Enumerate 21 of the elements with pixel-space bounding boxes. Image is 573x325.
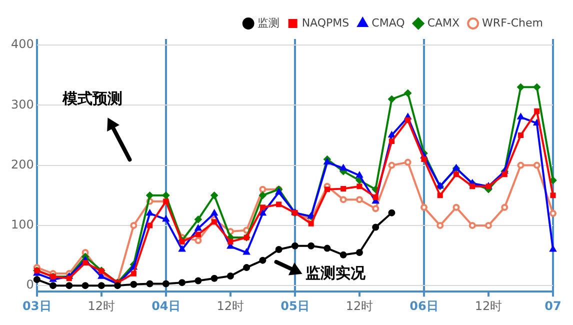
legend-label: CMAQ (372, 16, 406, 30)
y-tick-label: 400 (11, 37, 34, 52)
legend-label: WRF-Chem (482, 16, 543, 30)
y-tick-label: 300 (11, 97, 34, 112)
annotation: 模式预测 (62, 90, 123, 108)
y-tick-label: 0 (26, 278, 34, 292)
x-tick-label: 12时 (346, 298, 374, 313)
legend-label: CAMX (427, 16, 460, 30)
annotation: 监测实况 (305, 264, 366, 282)
y-tick-label: 200 (11, 157, 34, 172)
legend-label: NAQPMS (302, 16, 350, 30)
x-tick-label: 05日 (280, 298, 310, 313)
x-tick-label: 12时 (88, 298, 116, 313)
x-tick-label: 04日 (152, 298, 180, 313)
y-tick-label: 100 (11, 218, 34, 232)
x-tick-label: 03日 (22, 298, 52, 313)
x-tick-label: 06日 (410, 298, 438, 313)
legend-label: 监测 (257, 16, 280, 30)
x-tick-label: 07 (544, 298, 562, 313)
x-tick-label: 12时 (216, 298, 244, 313)
x-tick-label: 12时 (474, 298, 502, 313)
